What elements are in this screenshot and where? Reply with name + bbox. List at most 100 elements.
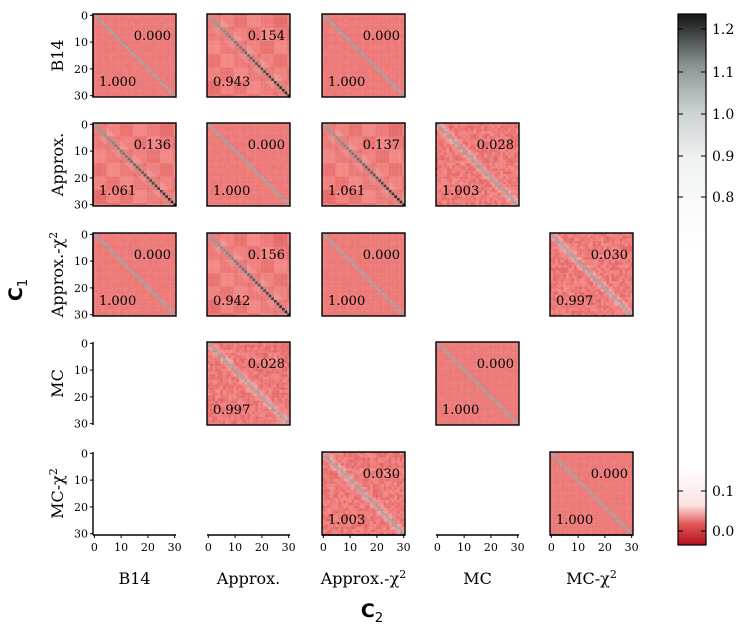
heatmap-cell [130,200,134,204]
heatmap-cell [138,197,142,201]
heatmap-cell [111,94,115,98]
heatmap-cell [279,30,283,33]
heatmap-cell [151,56,155,60]
heatmap-cell [170,155,174,158]
heatmap-cell [396,51,400,55]
heatmap-cell [375,86,379,90]
heatmap-cell [162,128,166,132]
heatmap-cell [378,56,382,60]
heatmap-cell [324,16,328,20]
heatmap-cell [106,163,110,166]
heatmap-cell [260,56,264,60]
heatmap-cell [383,75,387,79]
heatmap-cell [217,152,221,156]
heatmap-cell [273,51,277,55]
heatmap-cell [125,27,128,31]
heatmap-cell [159,192,163,196]
heatmap-cell [167,176,171,180]
heatmap-cell [241,14,245,17]
heatmap-cell [284,30,288,33]
heatmap-cell [170,24,174,28]
heatmap-cell [255,80,259,84]
heatmap-cell [209,133,213,137]
heatmap-cell [109,94,112,98]
heatmap-cell [167,165,171,169]
heatmap-cell [125,152,128,156]
heatmap-cell [263,70,267,74]
heatmap-cell [268,187,272,191]
heatmap-cell [170,64,174,68]
heatmap-cell [165,187,169,191]
heatmap-cell [135,86,139,90]
heatmap-cell [101,179,104,183]
heatmap-cell [356,27,360,31]
heatmap-cell [239,179,242,183]
heatmap-cell [141,54,145,57]
heatmap-cell [119,67,123,71]
heatmap-cell [327,56,331,60]
heatmap-cell [165,72,169,76]
heatmap-cell [103,48,107,52]
heatmap-cell [247,19,250,23]
heatmap-cell [327,54,331,57]
heatmap-cell [332,22,336,25]
heatmap-cell [265,125,269,129]
heatmap-cell [154,64,158,68]
heatmap-cell [133,200,136,204]
heatmap-cell [173,48,177,52]
heatmap-cell [117,67,120,71]
heatmap-cell [236,24,240,28]
heatmap-cell [151,32,155,36]
heatmap-cell [119,30,123,33]
heatmap-cell [122,64,126,68]
heatmap-cell [257,181,261,185]
heatmap-cell [223,72,226,76]
heatmap-cell [170,165,174,169]
heatmap-cell [122,171,126,175]
heatmap-cell [133,125,136,129]
heatmap-cell [257,195,261,199]
heatmap-cell [146,94,150,98]
heatmap-cell [111,64,115,68]
heatmap-cell [167,181,171,185]
heatmap-cell [143,184,147,188]
heatmap-cell [165,160,169,164]
heatmap-cell [399,24,403,28]
heatmap-cell [135,22,139,25]
heatmap-cell [114,38,118,41]
heatmap-cell [117,51,120,55]
heatmap-cell [220,155,224,158]
heatmap-cell [257,24,261,28]
heatmap-cell [133,24,136,28]
heatmap-cell [95,43,99,47]
heatmap-cell [327,136,331,140]
heatmap-cell [338,64,341,68]
heatmap-cell [98,38,102,41]
heatmap-cell [135,30,139,33]
heatmap-cell [146,195,150,199]
heatmap-cell [335,40,339,44]
heatmap-cell [265,43,269,47]
heatmap-cell [138,165,142,169]
heatmap-cell [332,46,336,49]
heatmap-cell [263,30,267,33]
heatmap-cell [130,88,134,92]
heatmap-cell [114,128,118,132]
heatmap-cell [143,94,147,98]
heatmap-cell [215,147,218,150]
heatmap-cell [255,75,259,79]
heatmap-cell [146,157,150,161]
heatmap-cell [93,14,96,17]
heatmap-cell [114,86,118,90]
heatmap-cell [228,139,232,142]
heatmap-cell [228,155,232,158]
heatmap-cell [130,78,134,82]
heatmap-cell [249,86,253,90]
heatmap-cell [125,46,128,49]
heatmap-cell [167,16,171,20]
heatmap-cell [117,160,120,164]
heatmap-cell [98,43,102,47]
heatmap-cell [167,171,171,175]
heatmap-cell [223,75,226,79]
